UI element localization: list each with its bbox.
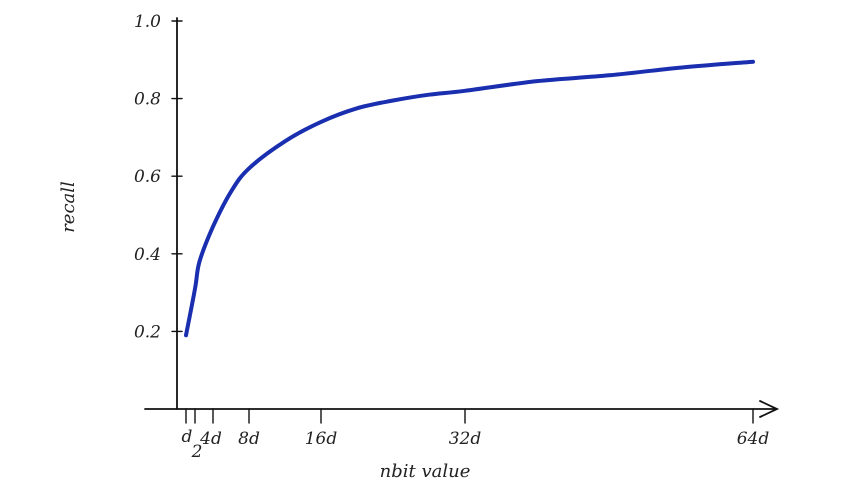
- x-tick-label: d: [182, 427, 193, 447]
- x-tick-label: 4d: [199, 429, 222, 449]
- x-tick-label: 8d: [238, 429, 260, 449]
- recall-series-line: [184, 59, 755, 338]
- x-axis-arrowhead: [759, 400, 780, 418]
- y-tick-label: 0.4: [134, 245, 161, 265]
- y-axis-title: recall: [58, 181, 79, 233]
- x-axis-title: nbit value: [380, 461, 471, 482]
- y-tick-label: 0.2: [134, 322, 161, 342]
- y-tick-label: 0.8: [134, 90, 161, 110]
- x-tick-label: 64d: [737, 429, 770, 449]
- x-tick-label: 32d: [449, 429, 482, 449]
- series-layer: [184, 59, 755, 338]
- y-tick-label: 1.0: [134, 12, 161, 32]
- x-tick-label: 2: [191, 442, 203, 462]
- x-tick-label: 16d: [305, 429, 338, 449]
- y-tick-label: 0.6: [134, 167, 161, 187]
- axes: [144, 17, 780, 418]
